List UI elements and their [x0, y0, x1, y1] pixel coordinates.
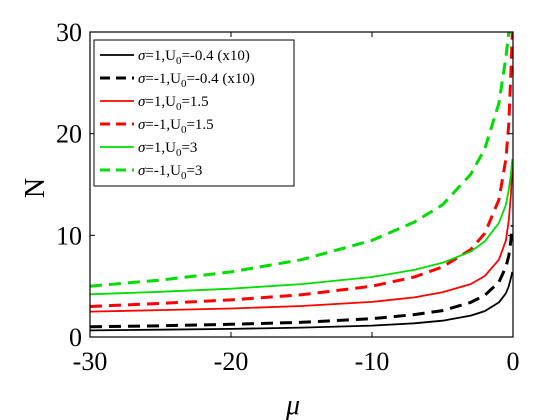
y-axis-label: N [20, 178, 51, 198]
legend-label-4: σ=-1,U0=1.5 [138, 117, 214, 136]
y-tick-label: 10 [56, 221, 82, 250]
x-axis-label: μ [285, 390, 300, 420]
x-tick-label: -10 [355, 347, 390, 376]
legend-label-3: σ=1,U0=1.5 [138, 94, 209, 113]
axes-layer: -30 -20 -10 0 0 10 20 30 [56, 18, 520, 376]
series-line-3 [90, 164, 513, 313]
x-tick-label: -20 [214, 347, 249, 376]
legend-label-1: σ=1,U0=-0.4 (x10) [138, 48, 250, 67]
series-line-4 [90, 32, 513, 308]
series-line-1 [90, 271, 513, 332]
series-line-2 [90, 225, 513, 329]
x-tick-label: 0 [507, 347, 520, 376]
y-tick-label: 20 [56, 120, 82, 149]
y-tick-label: 0 [69, 323, 82, 352]
legend-label-5: σ=1,U0=3 [138, 140, 197, 159]
legend: σ=1,U0=-0.4 (x10) σ=-1,U0=-0.4 (x10) σ=1,U… [93, 39, 295, 187]
legend-box [93, 39, 295, 187]
series-line-6 [90, 32, 513, 288]
legend-label-2: σ=-1,U0=-0.4 (x10) [138, 71, 255, 90]
y-tick-label: 30 [56, 18, 82, 47]
plot-frame [89, 31, 514, 338]
x-tick-label: -30 [73, 347, 108, 376]
legend-label-6: σ=-1,U0=3 [138, 163, 202, 182]
series-layer [90, 32, 513, 332]
series-line-5 [90, 159, 513, 296]
